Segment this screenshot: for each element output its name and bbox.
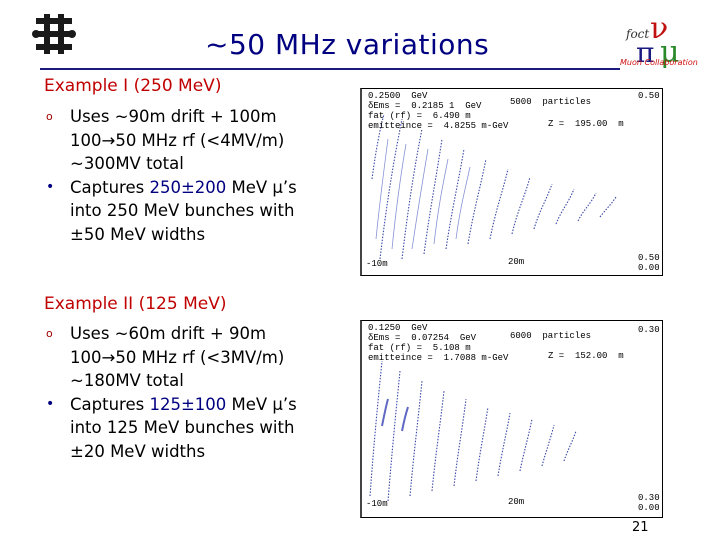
particle-bunch-scatter — [369, 360, 577, 502]
particle-count: 6000 particles — [510, 331, 592, 341]
bullet-marker: o — [46, 327, 53, 340]
example-2-heading: Example II (125 MeV) — [44, 294, 227, 314]
phase-space-plot-250: 0.2500 GeV δEms = 0.2185 1 GeV fat (rf) … — [360, 88, 663, 276]
svg-text:foct: foct — [625, 27, 649, 41]
list-item: • Captures 125±100 MeV μ’s into 125 MeV … — [46, 394, 297, 461]
list-item: • Captures 250±200 MeV μ’s into 250 MeV … — [46, 177, 297, 244]
fermilab-logo-icon — [32, 14, 76, 54]
energy-range-highlight: 250±200 — [149, 177, 227, 197]
muon-collaboration-logo-icon: foct ν π μ — [625, 12, 680, 70]
example-2-list: o Uses ~60m drift + 90m 100→50 MHz rf (<… — [46, 322, 297, 463]
title-divider — [40, 68, 620, 70]
example-1-heading: Example I (250 MeV) — [44, 76, 222, 96]
example-1-list: o Uses ~90m drift + 100m 100→50 MHz rf (… — [46, 105, 297, 246]
page-number: 21 — [632, 520, 649, 535]
muon-collaboration-caption: Muon Collaboration — [620, 58, 698, 67]
list-item: o Uses ~60m drift + 90m 100→50 MHz rf (<… — [46, 324, 285, 390]
bullet-marker: • — [46, 178, 55, 195]
list-item: o Uses ~90m drift + 100m 100→50 MHz rf (… — [46, 107, 285, 173]
particle-bunch-scatter — [371, 113, 617, 260]
particle-count: 5000 particles — [510, 97, 592, 107]
bullet-marker: • — [46, 395, 55, 412]
svg-text:μ: μ — [660, 35, 680, 70]
z-position: Z = 152.00 m — [548, 351, 624, 361]
svg-text:π: π — [636, 36, 654, 69]
slide-title: ~50 MHz variations — [205, 28, 490, 61]
svg-text:ν: ν — [650, 12, 668, 46]
phase-space-plot-125: 0.1250 GeV δEms = 0.07254 GeV fat (rf) =… — [360, 320, 663, 518]
energy-range-highlight: 125±100 — [149, 394, 227, 414]
bullet-marker: o — [46, 110, 53, 123]
z-position: Z = 195.00 m — [548, 119, 624, 129]
